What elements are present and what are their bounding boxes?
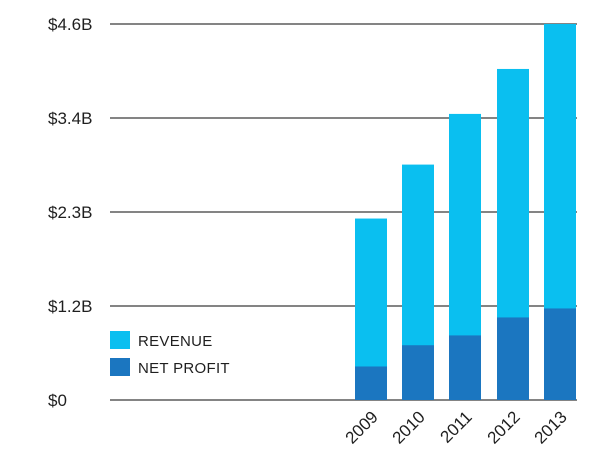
y-tick-label: $1.2B bbox=[48, 297, 92, 316]
legend: REVENUE NET PROFIT bbox=[110, 331, 230, 377]
legend-label-net-profit: NET PROFIT bbox=[138, 360, 230, 377]
legend-swatch-revenue bbox=[110, 331, 130, 349]
legend-swatch-net-profit bbox=[110, 358, 130, 376]
x-tick-label: 2009 bbox=[342, 407, 382, 447]
y-tick-label: $0 bbox=[48, 391, 67, 410]
bar-net-profit-2010 bbox=[402, 345, 434, 400]
y-tick-label: $3.4B bbox=[48, 109, 92, 128]
y-tick-label: $2.3B bbox=[48, 203, 92, 222]
bar-net-profit-2011 bbox=[449, 335, 481, 400]
legend-label-revenue: REVENUE bbox=[138, 333, 213, 350]
x-tick-label: 2012 bbox=[484, 407, 524, 447]
x-tick-label: 2010 bbox=[389, 407, 429, 447]
y-tick-label: $4.6B bbox=[48, 15, 92, 34]
x-tick-label: 2013 bbox=[531, 407, 571, 447]
y-axis-tick-labels: $4.6B $3.4B $2.3B $1.2B $0 bbox=[48, 15, 92, 410]
bar-net-profit-2013 bbox=[544, 308, 576, 400]
bars bbox=[355, 24, 576, 401]
bar-net-profit-2009 bbox=[355, 366, 387, 400]
x-axis-tick-labels: 2009 2010 2011 2012 2013 bbox=[342, 407, 571, 447]
bar-net-profit-2012 bbox=[497, 317, 529, 400]
x-tick-label: 2011 bbox=[437, 407, 476, 446]
